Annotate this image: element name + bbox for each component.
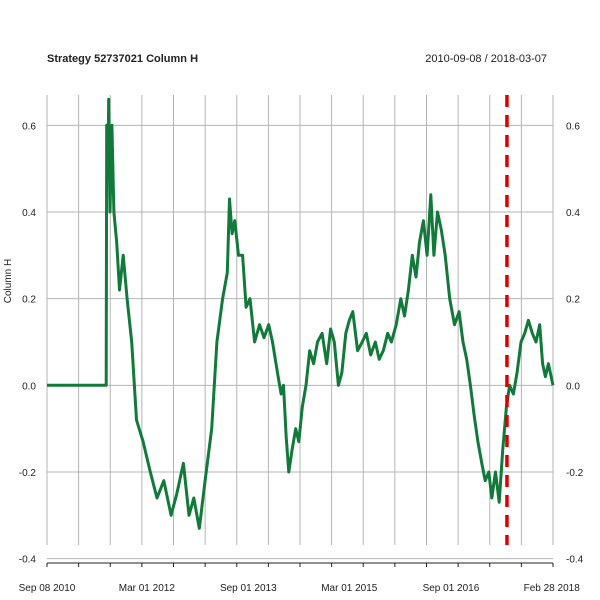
y-tick-label-right: 0.6	[566, 121, 580, 132]
y-tick-label-left: 0.6	[22, 121, 36, 132]
x-tick-label: Sep 01 2016	[423, 583, 480, 594]
y-tick-label-right: 0.0	[566, 381, 580, 392]
x-tick-label: Sep 08 2010	[19, 583, 76, 594]
grid	[46, 95, 554, 560]
x-tick-label: Feb 28 2018	[524, 583, 581, 594]
y-tick-label-right: -0.2	[566, 468, 584, 479]
y-ticks-left: -0.4 -0.2 0.0 0.2 0.4 0.6	[19, 121, 37, 565]
series-layer	[47, 97, 555, 530]
y-tick-label-left: 0.0	[22, 381, 36, 392]
y-tick-label-left: 0.2	[22, 295, 36, 306]
y-ticks-right: -0.4 -0.2 0.0 0.2 0.4 0.6	[566, 121, 584, 565]
date-range: 2010-09-08 / 2018-03-07	[425, 53, 547, 65]
series-line	[47, 97, 555, 530]
x-tick-label: Mar 01 2015	[321, 583, 378, 594]
y-tick-label-left: -0.2	[19, 468, 37, 479]
y-tick-label-right: 0.2	[566, 295, 580, 306]
y-tick-label-right: 0.4	[566, 208, 580, 219]
y-tick-label-right: -0.4	[566, 555, 584, 566]
y-tick-label-left: -0.4	[19, 555, 37, 566]
chart-title: Strategy 52737021 Column H	[47, 53, 198, 65]
y-axis-label: Column H	[3, 259, 14, 303]
x-axis: Sep 08 2010 Mar 01 2012 Sep 01 2013 Mar 01 …	[19, 562, 581, 594]
x-tick-label: Mar 01 2012	[119, 583, 176, 594]
x-tick-label: Sep 01 2013	[220, 583, 277, 594]
y-tick-label-left: 0.4	[22, 208, 36, 219]
